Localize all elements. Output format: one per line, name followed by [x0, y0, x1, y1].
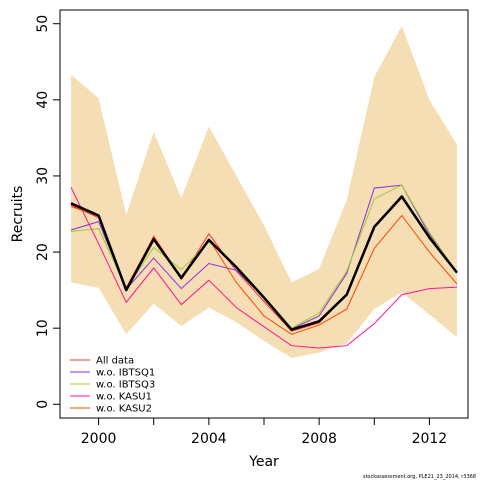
- y-tick-label: 40: [35, 91, 51, 109]
- x-tick-label: 2008: [301, 431, 337, 447]
- y-tick-label: 0: [35, 400, 51, 409]
- legend-label: w.o. KASU1: [96, 392, 152, 403]
- legend-label: w.o. KASU2: [96, 404, 152, 415]
- y-axis: 0 10 20 30 40 50: [35, 15, 61, 409]
- legend-label: All data: [96, 356, 134, 367]
- x-tick-label: 2012: [412, 431, 448, 447]
- y-tick-label: 20: [35, 243, 51, 261]
- series-line-3: [70, 187, 458, 349]
- main-series-layer: [70, 195, 458, 331]
- x-tick-label: 2004: [191, 431, 227, 447]
- footnote: stockassessment.org, PLE21_23_2014, r336…: [363, 474, 476, 480]
- y-tick-label: 30: [35, 167, 51, 185]
- x-tick-label: 2000: [81, 431, 117, 447]
- x-axis: 2000 2004 2008 2012: [81, 417, 448, 447]
- legend-label: w.o. IBTSQ3: [96, 380, 155, 391]
- confidence-band-layer: [71, 26, 457, 358]
- y-tick-label: 10: [35, 319, 51, 337]
- x-axis-label: Year: [248, 454, 279, 470]
- main-estimate-line: [70, 195, 458, 331]
- confidence-band: [71, 26, 457, 358]
- legend-label: w.o. IBTSQ1: [96, 368, 155, 379]
- y-axis-label: Recruits: [10, 186, 26, 243]
- y-tick-label: 50: [35, 15, 51, 33]
